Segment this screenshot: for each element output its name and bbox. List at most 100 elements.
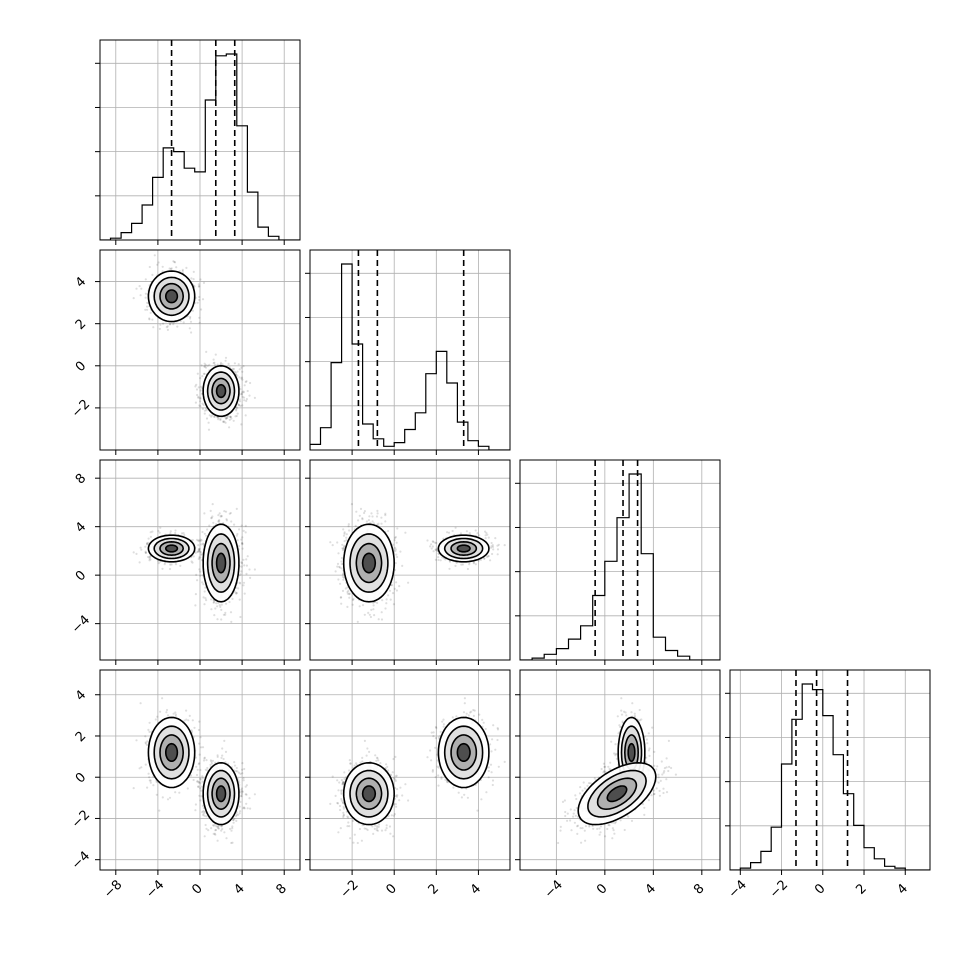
sample-point: [197, 285, 200, 288]
sample-point: [233, 523, 236, 526]
sample-point: [204, 823, 207, 827]
sample-point: [144, 742, 147, 745]
sample-point: [181, 268, 184, 271]
sample-point: [198, 298, 201, 302]
scatter-4-1: [132, 697, 256, 845]
sample-point: [249, 381, 252, 385]
sample-point: [398, 585, 401, 588]
sample-point: [201, 775, 204, 778]
sample-point: [240, 366, 243, 369]
sample-point: [235, 592, 238, 595]
sample-point: [230, 520, 233, 523]
sample-point: [241, 790, 244, 794]
sample-point: [187, 719, 190, 722]
sample-point: [236, 406, 239, 410]
sample-point: [225, 837, 228, 840]
sample-point: [221, 363, 224, 366]
sample-point: [190, 729, 193, 732]
sample-point: [147, 772, 150, 775]
sample-point: [245, 793, 248, 796]
sample-point: [149, 311, 152, 314]
sample-point: [205, 827, 208, 830]
sample-point: [203, 372, 206, 375]
sample-point: [235, 591, 238, 595]
sample-point: [245, 784, 248, 787]
sample-point: [199, 396, 202, 399]
sample-point: [207, 421, 210, 424]
sample-point: [204, 768, 207, 772]
sample-point: [199, 768, 202, 772]
sample-point: [196, 780, 199, 783]
sample-point: [233, 817, 236, 820]
sample-point: [240, 423, 243, 426]
sample-point: [189, 315, 192, 319]
sample-point: [232, 818, 235, 822]
sample-point: [249, 807, 252, 810]
sample-point: [178, 791, 181, 794]
sample-point: [213, 614, 216, 617]
sample-point: [231, 597, 234, 601]
sample-point: [140, 548, 143, 551]
sample-point: [199, 787, 202, 790]
sample-point: [212, 521, 215, 524]
sample-point: [147, 537, 150, 540]
sample-point: [146, 543, 149, 546]
sample-point: [198, 549, 201, 552]
sample-point: [237, 813, 240, 816]
sample-point: [229, 611, 233, 614]
sample-point: [203, 365, 206, 368]
sample-point: [244, 785, 247, 788]
sample-point: [203, 757, 206, 760]
sample-point: [192, 278, 195, 281]
sample-point: [207, 829, 210, 832]
sample-point: [203, 365, 206, 368]
contour-level-4: [165, 544, 179, 553]
sample-point: [212, 601, 215, 604]
sample-point: [216, 755, 219, 759]
sample-point: [215, 825, 218, 828]
sample-point: [220, 618, 223, 621]
sample-point: [242, 365, 245, 368]
sample-point: [245, 564, 248, 567]
data-layer: [100, 40, 930, 870]
sample-point: [212, 824, 215, 827]
sample-point: [205, 417, 209, 420]
sample-point: [218, 512, 221, 515]
sample-point: [372, 608, 375, 611]
contour-level-4: [215, 552, 227, 574]
sample-point: [217, 827, 220, 830]
scatter-3-1: [132, 503, 256, 624]
sample-point: [240, 376, 244, 379]
sample-point: [220, 829, 223, 832]
sample-point: [240, 570, 243, 573]
sample-point: [202, 596, 205, 599]
sample-point: [217, 520, 220, 523]
sample-point: [235, 409, 238, 412]
sample-point: [208, 414, 211, 417]
sample-point: [243, 592, 246, 595]
sample-point: [203, 814, 206, 817]
sample-point: [144, 735, 147, 738]
sample-point: [198, 780, 201, 784]
sample-point: [220, 825, 223, 828]
sample-point: [216, 754, 219, 757]
sample-point: [220, 514, 223, 517]
sample-point: [239, 810, 242, 813]
sample-point: [155, 793, 158, 796]
sample-point: [135, 739, 138, 742]
sample-point: [198, 568, 201, 571]
sample-point: [224, 613, 227, 616]
sample-point: [240, 791, 243, 794]
sample-point: [151, 273, 154, 276]
sample-point: [235, 507, 238, 510]
sample-point: [242, 779, 245, 782]
sample-point: [194, 803, 197, 806]
sample-point: [376, 523, 379, 526]
sample-point: [223, 831, 226, 834]
sample-point: [198, 548, 201, 551]
sample-point: [224, 510, 228, 513]
sample-point: [199, 540, 202, 543]
sample-point: [199, 389, 202, 392]
sample-point: [148, 317, 151, 320]
